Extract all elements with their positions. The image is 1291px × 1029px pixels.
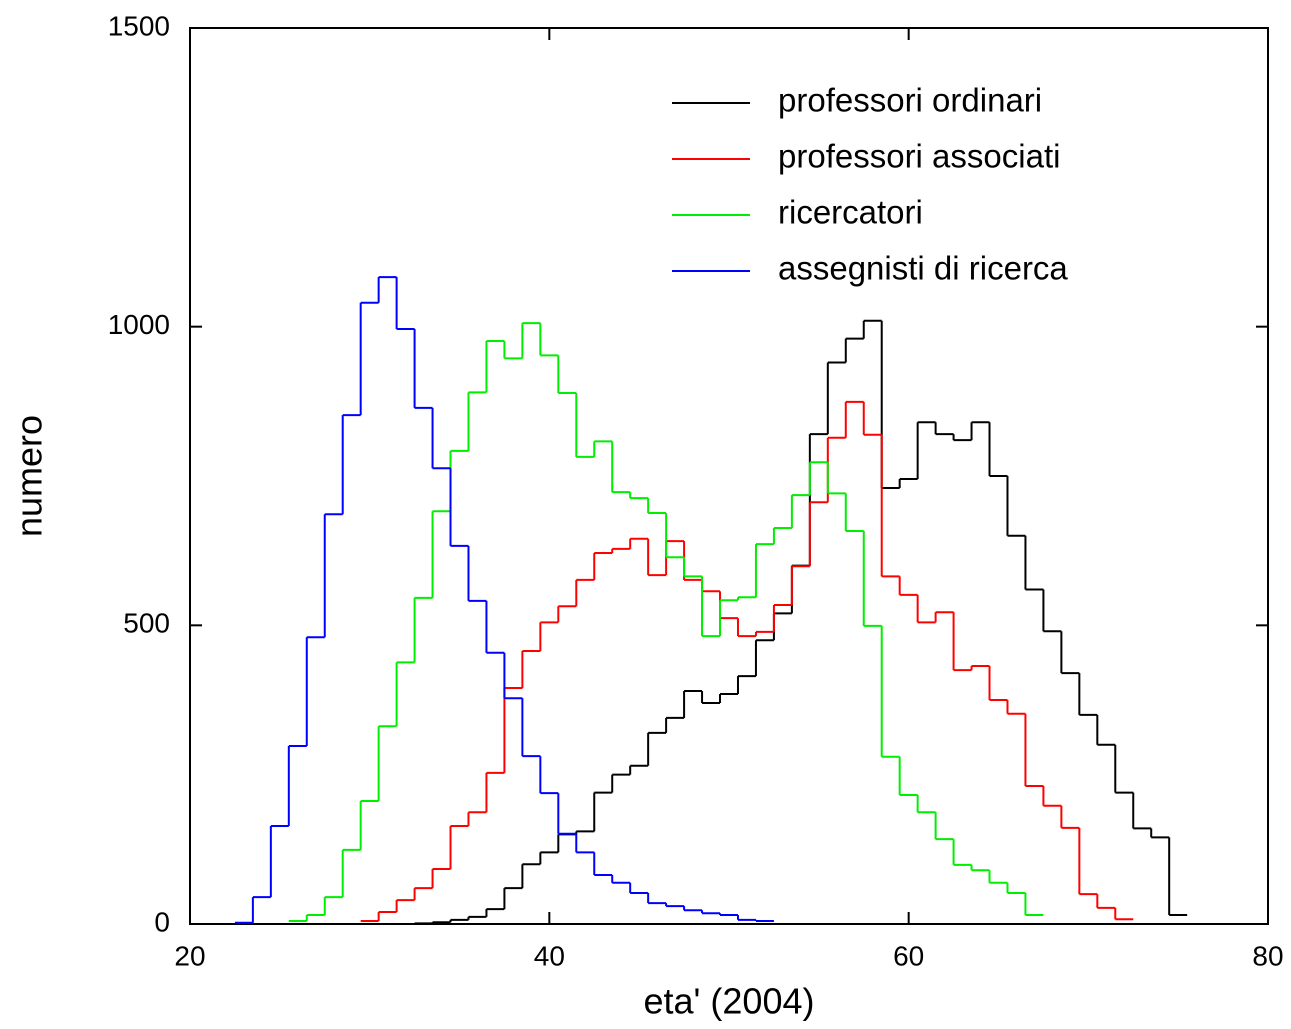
legend-label: assegnisti di ricerca xyxy=(778,250,1068,287)
x-tick-label: 60 xyxy=(893,940,924,971)
y-tick-label: 500 xyxy=(123,608,170,639)
legend-label: ricercatori xyxy=(778,194,923,231)
x-axis-title: eta' (2004) xyxy=(644,981,815,1022)
x-tick-label: 20 xyxy=(174,940,205,971)
y-tick-label: 1000 xyxy=(108,309,170,340)
y-tick-label: 1500 xyxy=(108,10,170,41)
y-tick-label: 0 xyxy=(154,906,170,937)
x-tick-label: 80 xyxy=(1252,940,1283,971)
y-axis-title: numero xyxy=(9,415,50,537)
legend-label: professori ordinari xyxy=(778,82,1042,119)
plot-frame xyxy=(189,27,1269,925)
legend-label: professori associati xyxy=(778,138,1060,175)
x-tick-label: 40 xyxy=(534,940,565,971)
